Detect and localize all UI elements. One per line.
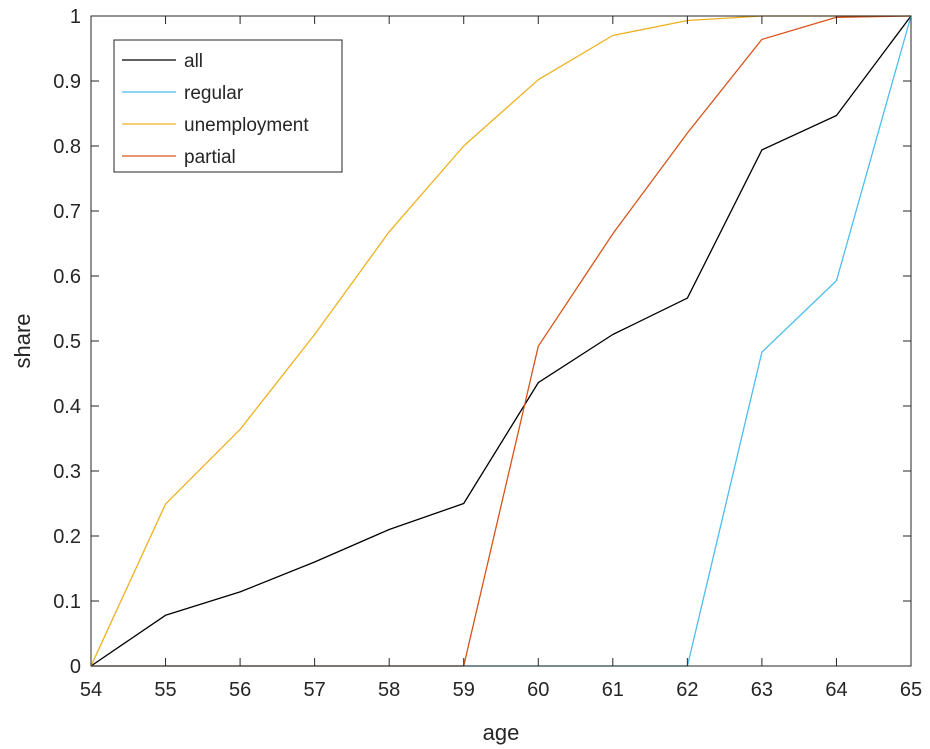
legend-label: partial bbox=[184, 147, 236, 168]
x-tick-label: 59 bbox=[453, 679, 475, 701]
y-tick-label: 0.6 bbox=[53, 266, 81, 288]
legend-item-all: all bbox=[122, 51, 203, 72]
y-tick-label: 0.9 bbox=[53, 71, 81, 93]
x-tick-label: 65 bbox=[900, 679, 922, 701]
y-tick-label: 0 bbox=[70, 656, 81, 678]
legend-label: unemployment bbox=[184, 115, 309, 136]
y-tick-label: 0.2 bbox=[53, 526, 81, 548]
y-tick-label: 0.1 bbox=[53, 591, 81, 613]
legend: all regular unemployment partial bbox=[113, 39, 343, 173]
x-tick-label: 63 bbox=[751, 679, 773, 701]
legend-label: regular bbox=[184, 83, 244, 104]
x-tick-label: 57 bbox=[304, 679, 326, 701]
legend-item-regular: regular bbox=[122, 83, 244, 104]
y-tick-label: 0.7 bbox=[53, 201, 81, 223]
y-tick-label: 0.8 bbox=[53, 136, 81, 158]
legend-label: all bbox=[184, 51, 203, 72]
legend-item-unemployment: unemployment bbox=[122, 115, 309, 136]
y-tick-label: 1 bbox=[70, 6, 81, 28]
y-tick-label: 0.4 bbox=[53, 396, 81, 418]
legend-item-partial: partial bbox=[122, 147, 236, 168]
x-tick-label: 58 bbox=[378, 679, 400, 701]
y-axis-label: share bbox=[10, 313, 35, 368]
legend-box bbox=[113, 39, 343, 173]
x-tick-label: 62 bbox=[676, 679, 698, 701]
x-tick-label: 55 bbox=[154, 679, 176, 701]
x-tick-label: 64 bbox=[825, 679, 847, 701]
series-line-all bbox=[90, 15, 912, 667]
x-tick-label: 54 bbox=[80, 679, 102, 701]
y-tick-label: 0.5 bbox=[53, 331, 81, 353]
x-tick-label: 56 bbox=[229, 679, 251, 701]
x-tick-label: 60 bbox=[527, 679, 549, 701]
ticks-layer: 54 55 56 57 58 59 60 61 62 63 64 65 0 0.1 0.2 0.3 0.4 0.5… bbox=[53, 6, 922, 701]
x-axis-label: age bbox=[483, 720, 520, 745]
x-tick-label: 61 bbox=[602, 679, 624, 701]
y-tick-label: 0.3 bbox=[53, 461, 81, 483]
